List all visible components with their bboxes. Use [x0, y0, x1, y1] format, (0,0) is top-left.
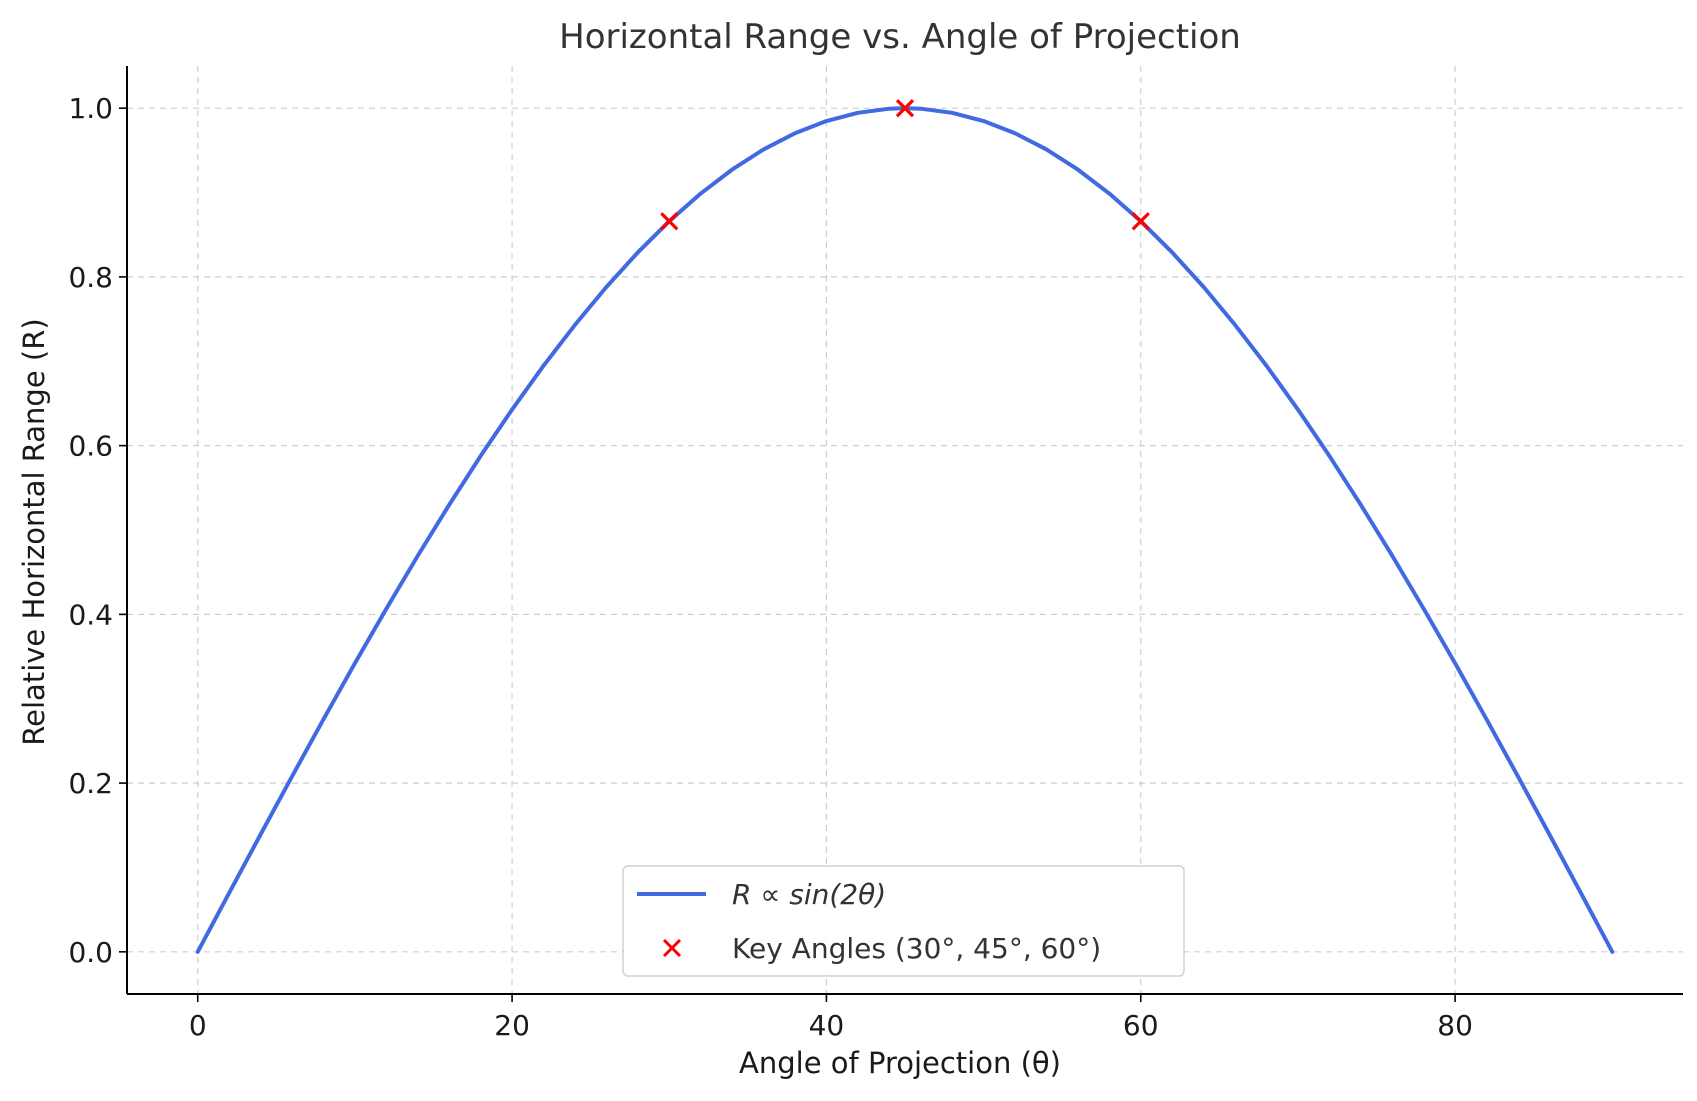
x-tick-label: 0: [189, 1009, 207, 1042]
x-axis-label: Angle of Projection (θ): [739, 1046, 1061, 1080]
x-tick-label: 40: [809, 1009, 845, 1042]
chart-title: Horizontal Range vs. Angle of Projection: [559, 17, 1241, 57]
legend-entry-curve: R ∝ sin(2θ): [732, 878, 886, 911]
y-tick-label: 0.2: [68, 767, 113, 800]
x-tick-label: 60: [1123, 1009, 1159, 1042]
key-angle-marker-stroke: [660, 212, 679, 231]
y-tick-label: 1.0: [68, 92, 113, 125]
key-angle-marker: [895, 99, 915, 118]
y-tick-label: 0.8: [68, 261, 113, 294]
key-angle-marker-stroke: [1131, 212, 1150, 231]
y-tick-label: 0.6: [68, 430, 113, 463]
key-angle-marker: [660, 212, 679, 231]
legend-frame: [622, 865, 1185, 977]
y-tick-label: 0.4: [68, 598, 113, 631]
legend-entry-key-angles: Key Angles (30°, 45°, 60°): [732, 932, 1101, 965]
plot-area: [195, 99, 1615, 954]
axes: 0 20 40 60 80 0.0 0.2 0.4 0.6 0.8 1.0: [68, 66, 1683, 1042]
series-line-sin2theta: [195, 106, 1615, 954]
x-tick-label: 20: [494, 1009, 530, 1042]
legend-marker-swatch: [662, 938, 682, 958]
legend: R ∝ sin(2θ) Key Angles (30°, 45°, 60°): [622, 865, 1185, 977]
x-tick-label: 80: [1437, 1009, 1473, 1042]
y-axis-label: Relative Horizontal Range (R): [17, 318, 51, 745]
y-tick-label: 0.0: [68, 936, 113, 969]
key-angle-marker: [1131, 212, 1150, 231]
key-angle-marker-stroke: [895, 99, 915, 118]
grid: [127, 66, 1683, 994]
